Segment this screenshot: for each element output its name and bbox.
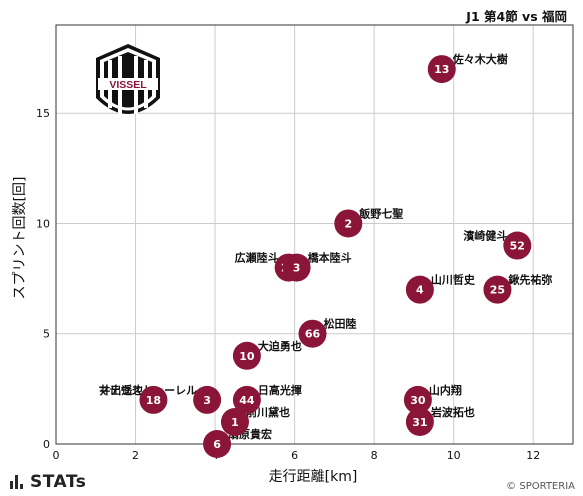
player-marker [220,407,249,436]
plot-frame [55,24,574,445]
copyright-text: © SPORTERIA [506,481,575,492]
player-number-label: 52 [510,240,525,253]
player-number-label: 13 [434,63,449,76]
player-name-label: 日高光揮 [258,383,302,397]
player-name-label: 山内翔 [429,383,462,397]
x-tick-label: 12 [526,449,540,462]
player-number-label: 4 [416,284,424,297]
logo-text: VISSEL [109,79,147,91]
player-number-label: 31 [412,416,427,429]
y-tick-label: 5 [43,328,50,341]
player-marker [232,341,261,370]
player-marker [203,430,232,458]
x-tick-label: 6 [291,449,298,462]
chart-header-title: J1 第4節 vs 福岡 [466,9,567,24]
player-number-label: 44 [239,394,255,407]
player-name-label: 広瀬陸斗 [235,251,279,265]
y-tick-label: 15 [36,107,50,120]
player-marker [503,231,532,260]
x-tick-label: 2 [132,449,139,462]
player-number-label: 6 [213,438,221,451]
vissel-logo: VISSEL [96,44,160,114]
player-name-label: 鍬先祐弥 [508,273,552,287]
player-marker [193,385,222,414]
player-name-label: 井出遥也 [99,383,143,397]
player-number-label: 30 [410,394,426,407]
player-name-label: 山川哲史 [431,273,476,287]
player-name-label: 松田陸 [324,317,357,331]
stats-bars-icon [10,475,24,489]
player-marker [405,407,434,436]
player-marker [298,319,327,348]
y-axis-title: スプリント回数[回] [12,177,28,300]
player-number-label: 1 [231,416,239,429]
stats-brand-text: STATs [30,472,87,492]
player-name-label: 橋本陸斗 [308,251,352,265]
x-tick-label: 8 [371,449,378,462]
player-name-label: 大迫勇也 [258,339,302,353]
player-marker [232,385,261,414]
y-tick-label: 10 [36,217,50,230]
player-number-label: 3 [293,262,301,275]
player-name-label: 岩波拓也 [430,405,475,419]
player-marker [427,55,456,84]
player-name-label: 濱崎健斗 [463,229,507,243]
player-number-label: 3 [203,394,211,407]
player-marker [405,275,434,304]
player-number-label: 18 [146,394,161,407]
stats-brand: STATs [10,472,86,492]
x-axis-title: 走行距離[km] [269,468,358,485]
player-marker [334,209,363,238]
player-number-label: 10 [239,350,255,363]
player-marker [403,385,432,414]
player-number-label: 66 [305,328,321,341]
player-name-label: 飯野七聖 [358,206,403,220]
x-tick-label: 0 [53,449,60,462]
player-name-label: 佐々木大樹 [452,52,508,66]
player-number-label: 2 [344,217,352,230]
y-tick-label: 0 [43,438,50,451]
player-number-label: 25 [490,284,505,297]
player-marker [483,275,512,304]
x-tick-label: 10 [447,449,461,462]
player-marker [139,385,168,414]
player-marker [282,253,311,282]
